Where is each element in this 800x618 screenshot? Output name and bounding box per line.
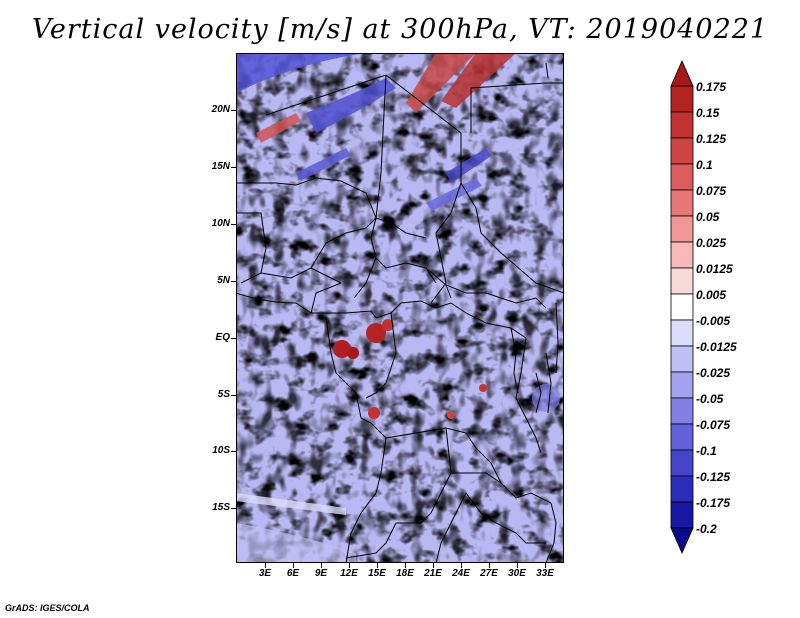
colorbar-label: 0.15 — [696, 106, 720, 120]
lat-tick — [231, 508, 236, 509]
colorbar-segment — [670, 371, 694, 399]
lat-label: 10N — [211, 218, 230, 229]
colorbar-label: 0.075 — [696, 184, 727, 198]
lat-tick — [231, 338, 236, 339]
colorbar-segment — [670, 189, 694, 217]
lon-tick — [321, 563, 322, 568]
lat-label: 10S — [212, 445, 230, 456]
colorbar-segment — [670, 85, 694, 113]
colorbar-label: 0.175 — [696, 80, 727, 94]
lon-label: 15E — [368, 568, 386, 579]
lon-tick — [405, 563, 406, 568]
colorbar-label: 0.05 — [696, 210, 720, 224]
colorbar-segment — [670, 423, 694, 451]
colorbar-segment — [670, 319, 694, 347]
colorbar-bottom-arrow — [670, 527, 694, 554]
colorbar-segment — [670, 215, 694, 243]
colorbar-label: 0.025 — [696, 236, 727, 250]
lon-label: 3E — [258, 568, 272, 579]
colorbar — [670, 60, 694, 554]
colorbar-segment — [670, 163, 694, 191]
lon-label: 21E — [424, 568, 442, 579]
colorbar-label: -0.005 — [696, 314, 731, 328]
vertical-velocity-field — [236, 53, 564, 563]
colorbar-label: -0.025 — [696, 366, 731, 380]
colorbar-label: 0.005 — [696, 288, 727, 302]
colorbar-segment — [670, 345, 694, 373]
lat-label: 20N — [211, 104, 230, 115]
colorbar-segment — [670, 241, 694, 269]
colorbar-segment — [670, 137, 694, 165]
lon-tick — [489, 563, 490, 568]
colorbar-segment — [670, 475, 694, 503]
colorbar-label: 0.125 — [696, 132, 727, 146]
colorbar-label: 0.1 — [696, 158, 713, 172]
colorbar-segment — [670, 293, 694, 321]
lon-label: 6E — [286, 568, 300, 579]
colorbar-segment — [670, 267, 694, 295]
lat-tick — [231, 281, 236, 282]
lon-label: 27E — [480, 568, 498, 579]
lon-label: 24E — [452, 568, 470, 579]
lon-label: 9E — [314, 568, 328, 579]
colorbar-label: -0.0125 — [696, 340, 737, 354]
lon-tick — [265, 563, 266, 568]
colorbar-label: 0.0125 — [696, 262, 733, 276]
lon-tick — [349, 563, 350, 568]
lat-tick — [231, 167, 236, 168]
lon-tick — [517, 563, 518, 568]
colorbar-top-arrow — [670, 60, 694, 87]
colorbar-segment — [670, 111, 694, 139]
map-field — [236, 53, 564, 563]
colorbar-label: -0.075 — [696, 418, 731, 432]
lat-label: 15S — [212, 502, 230, 513]
colorbar-segment — [670, 501, 694, 529]
colorbar-segment — [670, 397, 694, 425]
lon-label: 30E — [508, 568, 526, 579]
lat-tick — [231, 110, 236, 111]
colorbar-label: -0.2 — [696, 522, 717, 536]
lon-tick — [545, 563, 546, 568]
colorbar-segment — [670, 449, 694, 477]
lat-tick — [231, 395, 236, 396]
lat-tick — [231, 451, 236, 452]
colorbar-label: -0.125 — [696, 470, 731, 484]
lat-label: 5S — [217, 389, 230, 400]
lon-label: 33E — [536, 568, 554, 579]
lon-label: 12E — [340, 568, 358, 579]
lat-label: 5N — [217, 275, 230, 286]
colorbar-label: -0.05 — [696, 392, 724, 406]
lat-tick — [231, 224, 236, 225]
colorbar-label: -0.1 — [696, 444, 717, 458]
chart-title: Vertical velocity [m/s] at 300hPa, VT: 2… — [31, 14, 769, 45]
lon-tick — [461, 563, 462, 568]
lon-tick — [293, 563, 294, 568]
lat-label: 15N — [211, 161, 230, 172]
lon-tick — [377, 563, 378, 568]
lon-tick — [433, 563, 434, 568]
lon-label: 18E — [396, 568, 414, 579]
colorbar-label: -0.175 — [696, 496, 731, 510]
footer-credit: GrADS: IGES/COLA — [5, 603, 90, 613]
lat-label: EQ — [215, 332, 230, 343]
